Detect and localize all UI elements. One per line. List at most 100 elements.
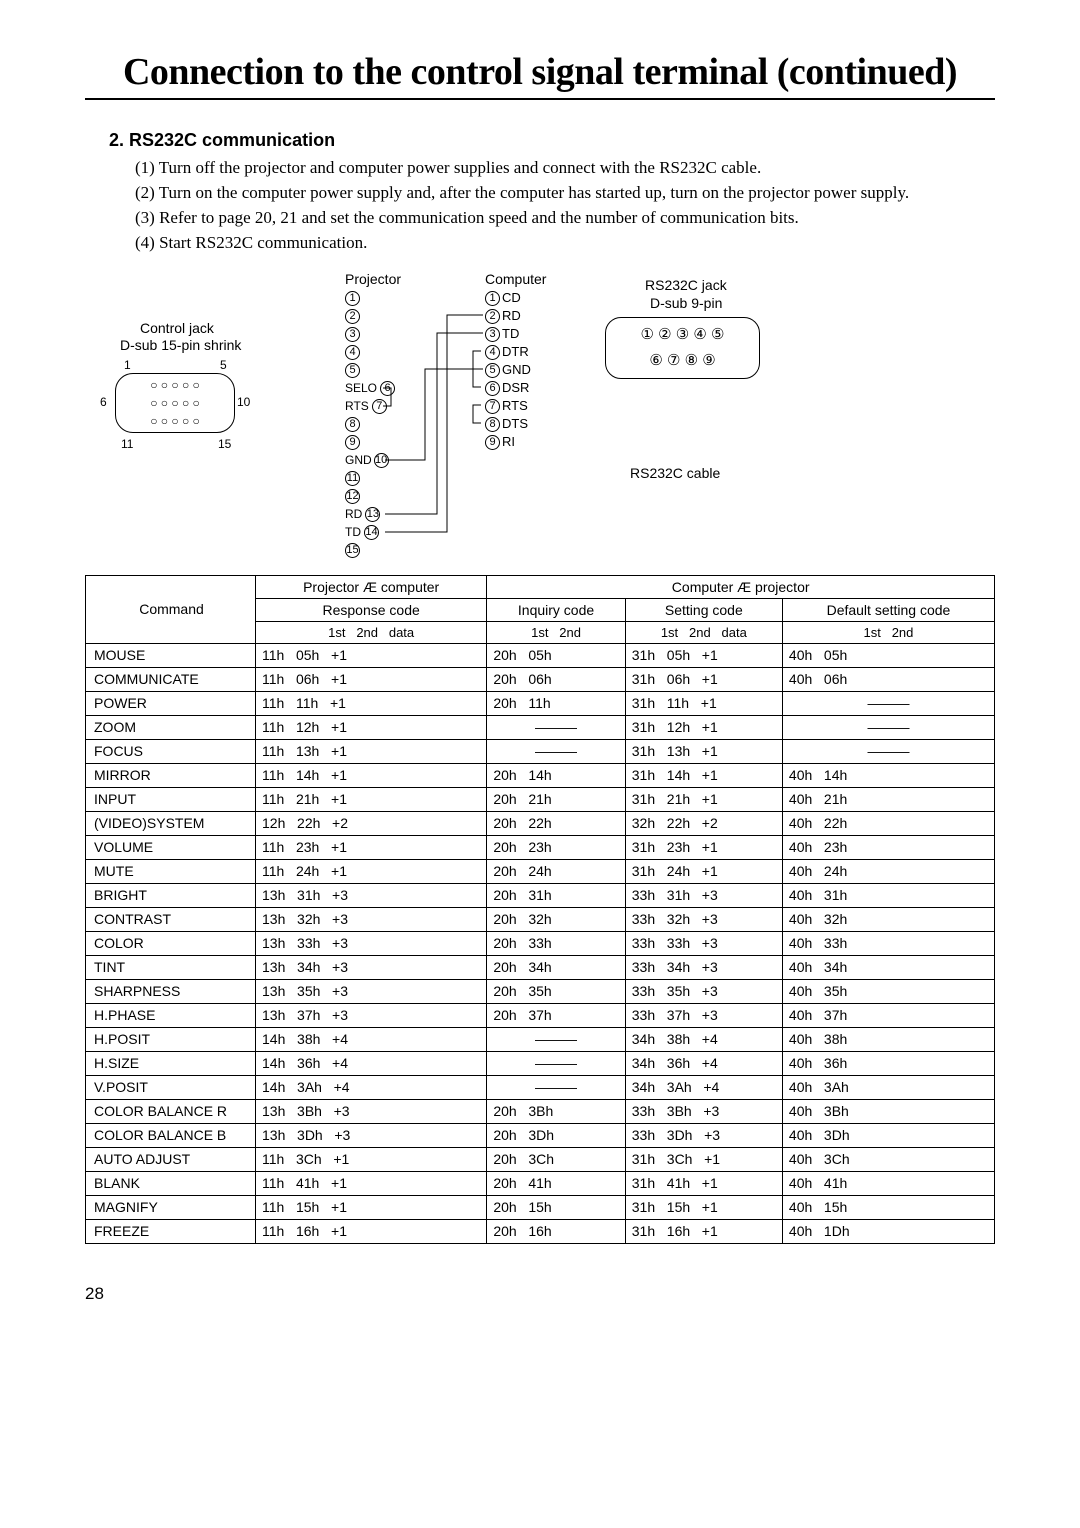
- table-cell: FOCUS: [86, 739, 256, 763]
- table-cell: 13h 32h +3: [256, 907, 487, 931]
- table-cell: ———: [782, 715, 994, 739]
- table-cell: 11h 06h +1: [256, 667, 487, 691]
- table-cell: 20h 06h: [487, 667, 625, 691]
- table-cell: 40h 06h: [782, 667, 994, 691]
- table-row: V.POSIT14h 3Ah +4———34h 3Ah +440h 3Ah: [86, 1075, 995, 1099]
- table-cell: 20h 3Bh: [487, 1099, 625, 1123]
- table-row: COLOR BALANCE B13h 3Dh +320h 3Dh33h 3Dh …: [86, 1123, 995, 1147]
- command-table: Command Projector Æ computer Computer Æ …: [85, 575, 995, 1244]
- table-cell: MIRROR: [86, 763, 256, 787]
- table-cell: 20h 33h: [487, 931, 625, 955]
- table-cell: COLOR: [86, 931, 256, 955]
- table-cell: 13h 33h +3: [256, 931, 487, 955]
- table-cell: (VIDEO)SYSTEM: [86, 811, 256, 835]
- table-cell: 31h 11h +1: [625, 691, 782, 715]
- table-cell: MAGNIFY: [86, 1195, 256, 1219]
- dsub9-connector-icon: ① ② ③ ④ ⑤ ⑥ ⑦ ⑧ ⑨: [605, 317, 760, 379]
- th-c2p: Computer Æ projector: [487, 575, 995, 598]
- th-inq: Inquiry code: [487, 598, 625, 621]
- table-cell: 20h 14h: [487, 763, 625, 787]
- table-cell: 33h 31h +3: [625, 883, 782, 907]
- table-row: MIRROR11h 14h +120h 14h31h 14h +140h 14h: [86, 763, 995, 787]
- table-cell: 31h 3Ch +1: [625, 1147, 782, 1171]
- th-sub1: 1st 2nd data: [256, 621, 487, 643]
- table-cell: 31h 16h +1: [625, 1219, 782, 1243]
- table-cell: MUTE: [86, 859, 256, 883]
- section-heading: 2. RS232C communication: [109, 130, 995, 151]
- table-cell: INPUT: [86, 787, 256, 811]
- table-cell: 13h 35h +3: [256, 979, 487, 1003]
- table-cell: 20h 31h: [487, 883, 625, 907]
- table-cell: 31h 23h +1: [625, 835, 782, 859]
- table-cell: 33h 37h +3: [625, 1003, 782, 1027]
- table-cell: COMMUNICATE: [86, 667, 256, 691]
- rs232-cable-label: RS232C cable: [630, 465, 720, 481]
- table-cell: CONTRAST: [86, 907, 256, 931]
- table-cell: 40h 22h: [782, 811, 994, 835]
- table-cell: 20h 41h: [487, 1171, 625, 1195]
- table-cell: ———: [487, 1051, 625, 1075]
- table-row: VOLUME11h 23h +120h 23h31h 23h +140h 23h: [86, 835, 995, 859]
- table-cell: 40h 24h: [782, 859, 994, 883]
- table-cell: 20h 21h: [487, 787, 625, 811]
- table-cell: 33h 33h +3: [625, 931, 782, 955]
- table-row: FOCUS11h 13h +1———31h 13h +1———: [86, 739, 995, 763]
- table-cell: BLANK: [86, 1171, 256, 1195]
- table-cell: TINT: [86, 955, 256, 979]
- table-row: COMMUNICATE11h 06h +120h 06h31h 06h +140…: [86, 667, 995, 691]
- table-row: H.SIZE14h 36h +4———34h 36h +440h 36h: [86, 1051, 995, 1075]
- table-cell: 20h 34h: [487, 955, 625, 979]
- table-row: COLOR BALANCE R13h 3Bh +320h 3Bh33h 3Bh …: [86, 1099, 995, 1123]
- table-cell: 13h 37h +3: [256, 1003, 487, 1027]
- table-cell: FREEZE: [86, 1219, 256, 1243]
- table-cell: 11h 21h +1: [256, 787, 487, 811]
- table-cell: 40h 3Bh: [782, 1099, 994, 1123]
- table-cell: ———: [782, 691, 994, 715]
- jack9-row1: ① ② ③ ④ ⑤: [606, 322, 759, 348]
- table-cell: 20h 22h: [487, 811, 625, 835]
- table-cell: SHARPNESS: [86, 979, 256, 1003]
- table-cell: 40h 15h: [782, 1195, 994, 1219]
- table-cell: 31h 12h +1: [625, 715, 782, 739]
- table-cell: 40h 1Dh: [782, 1219, 994, 1243]
- table-cell: 20h 05h: [487, 643, 625, 667]
- table-cell: 40h 37h: [782, 1003, 994, 1027]
- table-cell: 33h 35h +3: [625, 979, 782, 1003]
- jack9-row2: ⑥ ⑦ ⑧ ⑨: [606, 348, 759, 374]
- table-cell: 11h 16h +1: [256, 1219, 487, 1243]
- table-cell: AUTO ADJUST: [86, 1147, 256, 1171]
- table-cell: 40h 38h: [782, 1027, 994, 1051]
- table-cell: 33h 32h +3: [625, 907, 782, 931]
- table-cell: 20h 3Dh: [487, 1123, 625, 1147]
- table-row: MOUSE11h 05h +120h 05h31h 05h +140h 05h: [86, 643, 995, 667]
- table-row: MUTE11h 24h +120h 24h31h 24h +140h 24h: [86, 859, 995, 883]
- steps-list: (1) Turn off the projector and computer …: [135, 157, 995, 255]
- table-cell: 40h 32h: [782, 907, 994, 931]
- table-cell: POWER: [86, 691, 256, 715]
- table-cell: 34h 36h +4: [625, 1051, 782, 1075]
- table-cell: 31h 15h +1: [625, 1195, 782, 1219]
- page-number: 28: [85, 1284, 995, 1304]
- table-cell: VOLUME: [86, 835, 256, 859]
- table-cell: 31h 05h +1: [625, 643, 782, 667]
- table-cell: ———: [487, 739, 625, 763]
- table-cell: 31h 13h +1: [625, 739, 782, 763]
- table-row: TINT13h 34h +320h 34h33h 34h +340h 34h: [86, 955, 995, 979]
- table-cell: 13h 31h +3: [256, 883, 487, 907]
- table-row: H.PHASE13h 37h +320h 37h33h 37h +340h 37…: [86, 1003, 995, 1027]
- th-sub2: 1st 2nd: [487, 621, 625, 643]
- table-cell: 33h 3Dh +3: [625, 1123, 782, 1147]
- th-resp: Response code: [256, 598, 487, 621]
- table-cell: COLOR BALANCE R: [86, 1099, 256, 1123]
- table-cell: 11h 23h +1: [256, 835, 487, 859]
- table-cell: H.SIZE: [86, 1051, 256, 1075]
- table-cell: 31h 41h +1: [625, 1171, 782, 1195]
- table-cell: 33h 3Bh +3: [625, 1099, 782, 1123]
- table-cell: 40h 21h: [782, 787, 994, 811]
- table-cell: 31h 06h +1: [625, 667, 782, 691]
- table-cell: 11h 24h +1: [256, 859, 487, 883]
- table-cell: 33h 34h +3: [625, 955, 782, 979]
- table-cell: 11h 3Ch +1: [256, 1147, 487, 1171]
- table-cell: 20h 24h: [487, 859, 625, 883]
- table-cell: 11h 14h +1: [256, 763, 487, 787]
